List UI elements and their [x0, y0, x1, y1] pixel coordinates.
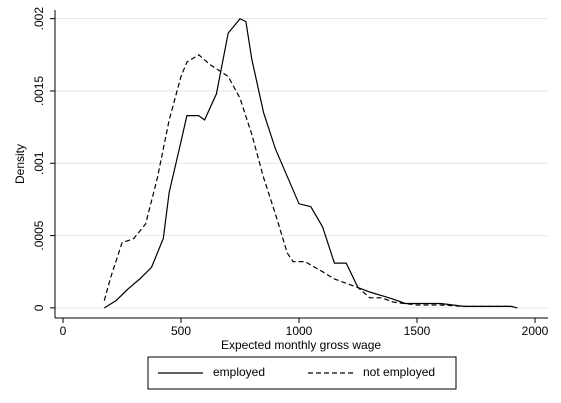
y-tick-label: .002 [32, 7, 46, 31]
y-tick-label: .001 [32, 151, 46, 175]
y-tick-label: 0 [32, 304, 46, 311]
density-line [103, 54, 512, 307]
legend-label: not employed [363, 365, 435, 379]
y-axis-label: Density [13, 144, 27, 184]
legend-label: employed [213, 365, 265, 379]
x-tick-label: 1000 [286, 324, 313, 338]
density-line [103, 17, 518, 309]
y-tick-label: .0015 [32, 76, 46, 106]
x-axis-label: Expected monthly gross wage [221, 338, 381, 352]
y-tick-label: .0005 [32, 220, 46, 250]
x-tick-label: 0 [60, 324, 67, 338]
x-tick-label: 500 [171, 324, 191, 338]
x-tick-label: 2000 [522, 324, 549, 338]
x-tick-label: 1500 [404, 324, 431, 338]
